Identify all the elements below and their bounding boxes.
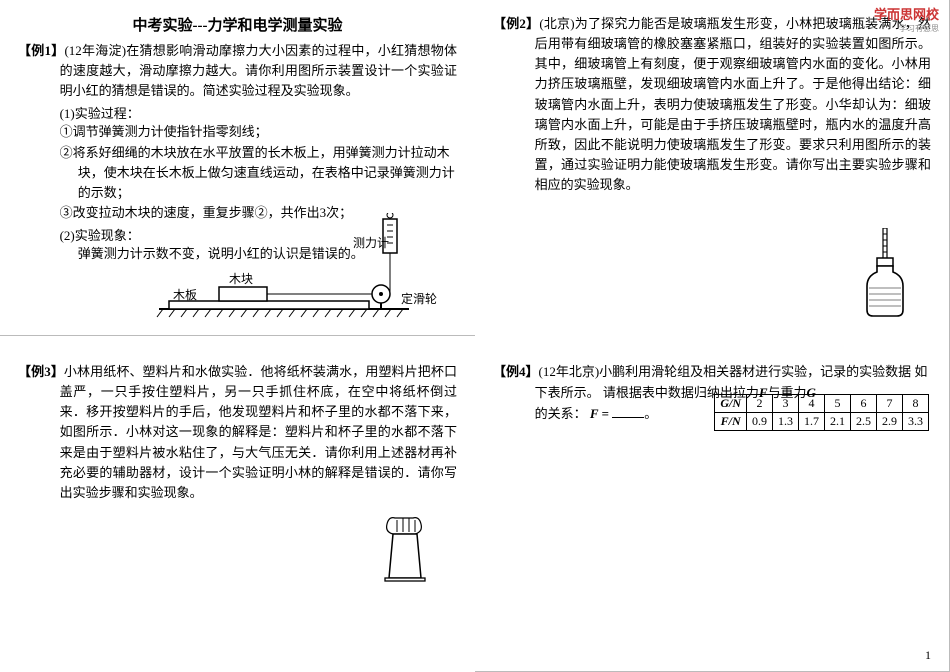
page-number: 1 [925, 648, 931, 663]
label-force-meter: 测力计 [353, 236, 389, 250]
example-2-tag: 【例2】 [493, 16, 539, 31]
quadrant-1: 中考实验---力学和电学测量实验 【例1】(12年海淀)在猜想影响滑动摩擦力大小… [0, 0, 475, 336]
cell: 1.7 [799, 413, 825, 431]
eq-F: F = [590, 406, 609, 421]
answer-blank[interactable] [612, 406, 644, 418]
example-1-step2: ②将系好细绳的木块放在水平放置的长木板上，用弹簧测力计拉动木块，使木块在长木板上… [18, 143, 457, 203]
data-table: G/N 2 3 4 5 6 7 8 F/N 0.9 1.3 1.7 2.1 2.… [714, 394, 929, 431]
example-1-lead-text: (12年海淀)在猜想影响滑动摩擦力大小因素的过程中，小红猜想物体的速度越大，滑动… [60, 43, 457, 98]
example-1-sec1: (1)实验过程： [18, 103, 457, 122]
example-3-body: 【例3】小林用纸杯、塑料片和水做实验．他将纸杯装满水，用塑料片把杯口盖严，一只手… [18, 362, 457, 503]
logo-sub: 学习有意思 [874, 23, 939, 34]
logo-main: 学而思网校 [874, 7, 939, 22]
cell: 1.3 [773, 413, 799, 431]
row-head-f: F/N [715, 413, 747, 431]
cell: 2.9 [877, 413, 903, 431]
cell: 4 [799, 395, 825, 413]
eq-end: 。 [644, 406, 657, 421]
example-3-tag: 【例3】 [18, 364, 64, 379]
cell: 2 [747, 395, 773, 413]
label-block: 木块 [229, 272, 253, 286]
example-1-lead: 【例1】(12年海淀)在猜想影响滑动摩擦力大小因素的过程中，小红猜想物体的速度越… [18, 41, 457, 101]
cell: 2.5 [851, 413, 877, 431]
row-head-g: G/N [715, 395, 747, 413]
label-board: 木板 [173, 288, 197, 302]
example-2-text: (北京)为了探究力能否是玻璃瓶发生形变，小林把玻璃瓶装满水，然后用带有细玻璃管的… [535, 16, 931, 192]
example-1-step1: ①调节弹簧测力计使指针指零刻线； [18, 122, 457, 142]
table-row: F/N 0.9 1.3 1.7 2.1 2.5 2.9 3.3 [715, 413, 929, 431]
example-4-lead-c: 的关系： [535, 406, 587, 421]
cell: 3.3 [903, 413, 929, 431]
cell: 0.9 [747, 413, 773, 431]
bottle-diagram [855, 228, 915, 318]
example-2-body: 【例2】(北京)为了探究力能否是玻璃瓶发生形变，小林把玻璃瓶装满水，然后用带有细… [493, 14, 931, 195]
cell: 5 [825, 395, 851, 413]
cell: 8 [903, 395, 929, 413]
quadrant-3: 【例3】小林用纸杯、塑料片和水做实验．他将纸杯装满水，用塑料片把杯口盖严，一只手… [0, 336, 475, 672]
apparatus-diagram-q1: 测力计 木块 木板 定滑轮 [149, 213, 449, 323]
cell: 3 [773, 395, 799, 413]
site-logo: 学而思网校 学习有意思 [874, 4, 939, 34]
cup-diagram [375, 514, 435, 594]
example-4-tag: 【例4】 [493, 364, 539, 379]
table-row: G/N 2 3 4 5 6 7 8 [715, 395, 929, 413]
cell: 7 [877, 395, 903, 413]
cell: 6 [851, 395, 877, 413]
label-pulley: 定滑轮 [401, 291, 437, 306]
example-1-tag: 【例1】 [18, 43, 64, 58]
cell: 2.1 [825, 413, 851, 431]
quadrant-2: 学而思网校 学习有意思 【例2】(北京)为了探究力能否是玻璃瓶发生形变，小林把玻… [475, 0, 950, 336]
page-title: 中考实验---力学和电学测量实验 [18, 14, 457, 35]
example-3-text: 小林用纸杯、塑料片和水做实验．他将纸杯装满水，用塑料片把杯口盖严，一只手按住塑料… [60, 364, 457, 500]
quadrant-4: 【例4】(12年北京)小鹏利用滑轮组及相关器材进行实验，记录的实验数据 如下表所… [475, 336, 950, 672]
